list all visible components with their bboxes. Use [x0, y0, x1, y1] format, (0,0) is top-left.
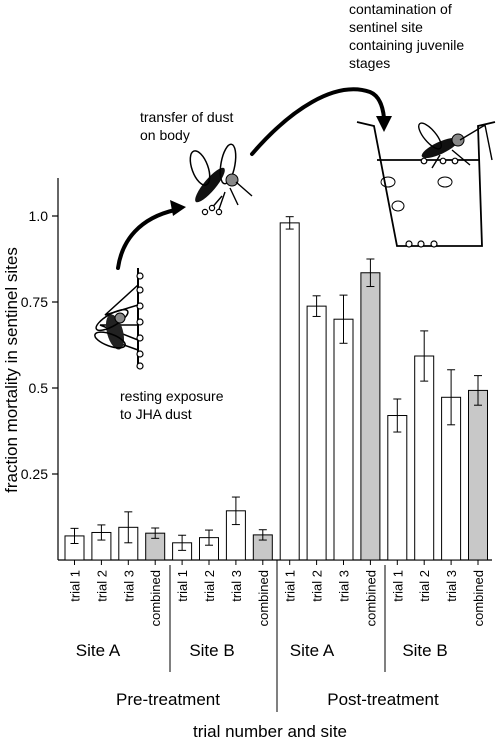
bar-10: [333, 318, 354, 561]
x-tick-label-10: trial 3: [337, 570, 352, 602]
x-tick-label-2: trial 3: [121, 570, 136, 602]
error-bar-4: [178, 534, 187, 551]
x-tick-label-15: combined: [471, 570, 486, 626]
x-axis-title: trial number and site: [193, 722, 347, 740]
arrow-resting-to-transfer: [116, 208, 177, 270]
x-tick-label-13: trial 2: [417, 570, 432, 602]
error-bar-10: [339, 294, 348, 344]
error-bar-5: [205, 529, 213, 546]
error-bar-13: [420, 330, 429, 382]
error-bar-14: [447, 369, 456, 426]
bar-8: [279, 222, 300, 561]
site-label-pre-a: Site A: [76, 641, 121, 660]
annotation-transfer-2: on body: [140, 127, 190, 143]
resting-mosquito-icon: [94, 268, 144, 370]
arrow-head-site-icon: [376, 116, 392, 132]
y-tick-label: 1.0: [29, 208, 49, 224]
y-ticks: 0.25 0.5 0.75 1.0: [21, 208, 58, 482]
x-tick-label-1: trial 2: [94, 570, 109, 602]
annotation-contamination-1: contamination of: [349, 1, 452, 17]
error-bar-2: [124, 511, 133, 544]
site-label-post-b: Site B: [402, 641, 447, 660]
sentinel-container-icon: [356, 121, 496, 248]
bar-11: [360, 272, 381, 561]
x-tick-label-5: trial 2: [202, 570, 217, 602]
flying-mosquito-icon: [189, 143, 253, 216]
error-bars: [70, 216, 482, 551]
bar-13: [414, 355, 435, 561]
annotation-contamination-4: stages: [349, 55, 390, 71]
phase-label-pre: Pre-treatment: [116, 690, 220, 709]
phase-label-post: Post-treatment: [327, 690, 439, 709]
error-bar-15: [474, 375, 482, 406]
error-bar-6: [231, 496, 240, 526]
x-tick-label-9: trial 2: [310, 570, 325, 602]
x-tick-label-4: trial 1: [175, 570, 190, 602]
error-bar-1: [97, 524, 106, 541]
x-tick-label-12: trial 1: [390, 570, 405, 602]
arrow-transfer-to-site: [250, 87, 386, 156]
x-tick-label-7: combined: [256, 570, 271, 626]
x-tick-labels: trial 1 trial 2 trial 3 combined trial 1 tria…: [68, 560, 486, 626]
y-tick-label: 0.75: [21, 294, 48, 310]
y-tick-label: 0.5: [29, 380, 49, 396]
annotation-transfer-1: transfer of dust: [140, 109, 233, 125]
error-bar-8: [285, 216, 294, 230]
bar-9: [306, 305, 327, 561]
bar-15: [468, 389, 488, 561]
bar-12: [387, 415, 408, 561]
x-tick-label-3: combined: [148, 570, 163, 626]
error-bar-3: [151, 527, 160, 539]
site-label-post-a: Site A: [290, 641, 335, 660]
y-axis-title: fraction mortality in sentinel sites: [2, 247, 21, 493]
site-label-pre-b: Site B: [189, 641, 234, 660]
error-bar-11: [366, 258, 375, 288]
error-bar-7: [258, 529, 267, 541]
x-tick-label-8: trial 1: [283, 570, 298, 602]
x-tick-label-11: combined: [363, 570, 378, 626]
annotation-resting-1: resting exposure: [120, 388, 224, 404]
error-bar-0: [70, 527, 79, 544]
x-tick-label-14: trial 3: [444, 570, 459, 602]
x-tick-label-6: trial 3: [229, 570, 244, 602]
annotation-contamination-2: sentinel site: [349, 19, 423, 35]
annotation-contamination-3: containing juvenile: [349, 37, 464, 53]
error-bar-12: [393, 398, 402, 433]
arrow-head-transfer-icon: [170, 200, 186, 216]
annotation-resting-2: to JHA dust: [120, 406, 192, 422]
error-bar-9: [312, 295, 321, 317]
x-tick-label-0: trial 1: [68, 570, 83, 602]
y-tick-label: 0.25: [21, 466, 48, 482]
